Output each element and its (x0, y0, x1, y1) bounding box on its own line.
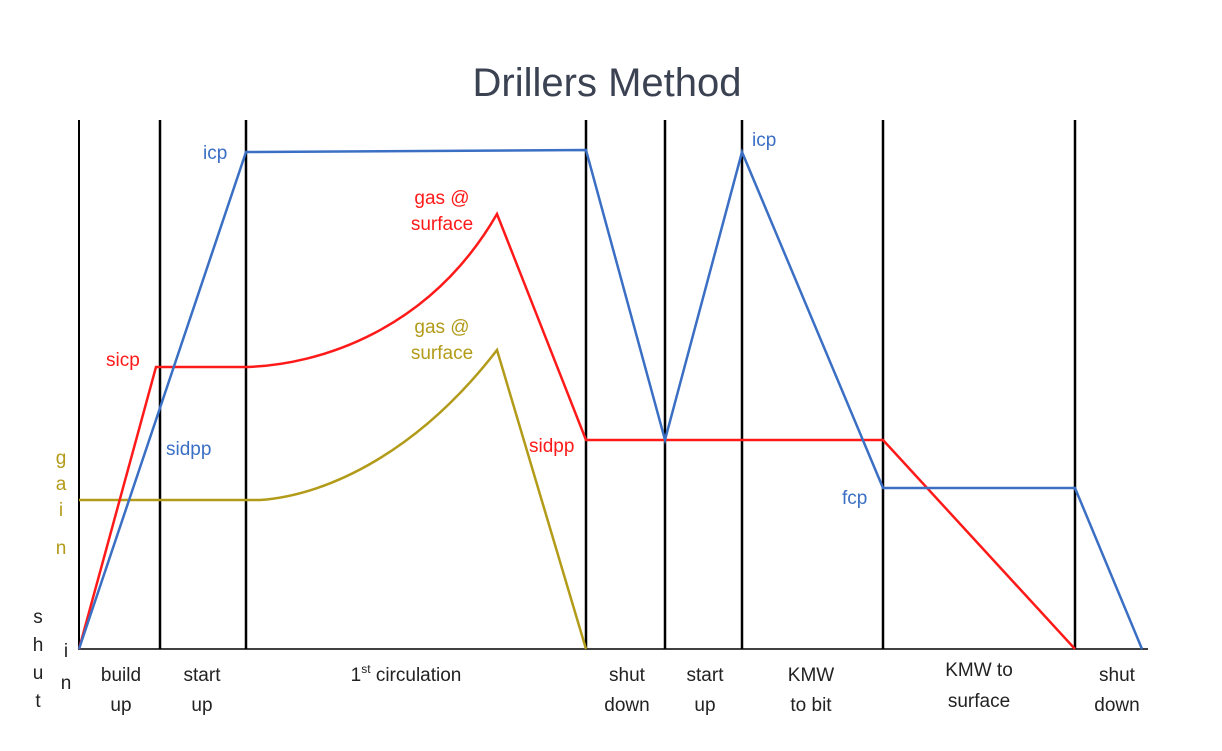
phase-label: up (694, 695, 715, 716)
phase-label: shut (609, 665, 646, 686)
diagram-title: Drillers Method (473, 61, 742, 105)
gas-at-surface-label: surface (411, 343, 473, 364)
phase-label: up (191, 695, 212, 716)
gas-at-surface-label: gas @ (414, 188, 469, 209)
sicp-label: sicp (106, 350, 140, 371)
gain-letter: g (56, 448, 67, 469)
phase-label: down (604, 695, 649, 716)
icp-label: icp (752, 130, 776, 151)
icp-label: icp (203, 143, 227, 164)
shut-in-letter: h (33, 635, 44, 656)
gain-letter: a (56, 474, 67, 495)
sidpp-label: sidpp (529, 436, 574, 457)
fcp-label: fcp (842, 488, 867, 509)
phase-label: up (110, 695, 131, 716)
phase-label: KMW to (945, 660, 1013, 681)
shut-in-letter: n (61, 673, 72, 694)
phase-label: build (101, 665, 141, 686)
phase-label: start (687, 665, 725, 686)
shut-in-vertical-label: s h u t i n (33, 607, 72, 712)
phase-labels: build up start up 1st circulation shut d… (101, 660, 1140, 716)
gain-letter: n (56, 538, 67, 559)
phase-label: surface (948, 691, 1010, 712)
phase-label: KMW (788, 665, 835, 686)
gain-vertical-label: g a i n (56, 448, 67, 559)
phase-label: to bit (790, 695, 832, 716)
sidpp-label: sidpp (166, 439, 211, 460)
casing-pressure-curve (77, 211, 1076, 650)
shut-in-letter: u (33, 663, 44, 684)
gas-at-surface-label: gas @ (414, 317, 469, 338)
shut-in-letter: t (35, 691, 41, 712)
phase-label: shut (1099, 665, 1136, 686)
phase-dividers (78, 120, 1077, 649)
gas-at-surface-label: surface (411, 214, 473, 235)
drillpipe-pressure-curve (77, 148, 1144, 650)
shut-in-letter: s (33, 607, 43, 628)
shut-in-letter: i (64, 641, 68, 662)
phase-label-first-circulation: 1st circulation (351, 662, 462, 686)
phase-label: down (1094, 695, 1139, 716)
phase-label: start (184, 665, 222, 686)
pit-gain-curve (79, 347, 588, 650)
gain-letter: i (59, 500, 63, 521)
